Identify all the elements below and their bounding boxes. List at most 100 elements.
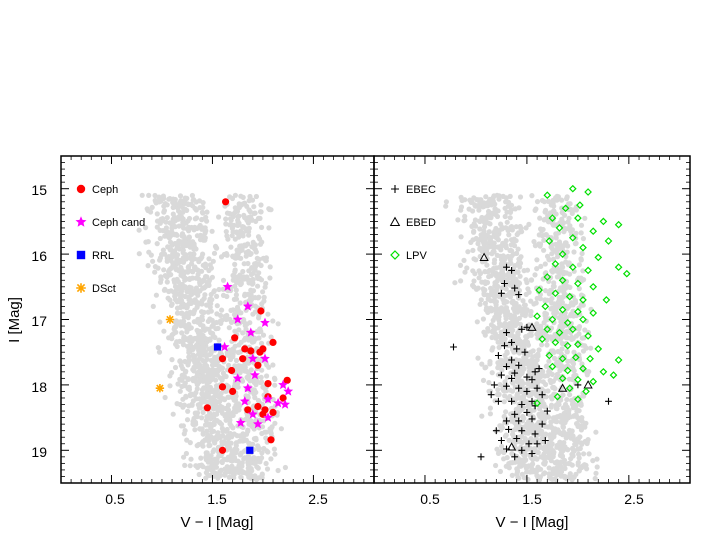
background-star-point — [225, 236, 231, 242]
background-star-point — [525, 286, 531, 292]
background-star-point — [559, 449, 565, 455]
background-star-point — [581, 277, 587, 283]
background-star-point — [171, 289, 177, 295]
background-star-point — [214, 303, 220, 309]
legend-label-lpv: LPV — [406, 250, 427, 262]
background-star-point — [542, 423, 548, 429]
background-star-point — [462, 269, 468, 275]
background-star-point — [567, 223, 573, 229]
legend-label-rrl: RRL — [92, 250, 114, 262]
background-star-point — [173, 318, 179, 324]
background-star-point — [555, 427, 561, 433]
background-star-point — [515, 269, 521, 275]
legend-symbol-ebed — [389, 216, 401, 227]
background-star-point — [175, 279, 181, 285]
background-star-point — [551, 280, 557, 286]
background-star-point — [524, 469, 530, 475]
background-star-point — [541, 217, 547, 223]
background-star-point — [197, 288, 203, 294]
background-star-point — [575, 462, 581, 468]
background-star-point — [179, 267, 185, 273]
background-star-point — [523, 291, 529, 297]
background-star-point — [480, 239, 486, 245]
background-star-point — [221, 456, 227, 462]
background-star-point — [524, 334, 530, 340]
background-star-point — [186, 354, 192, 360]
right-x-tick-label: 0.5 — [420, 491, 440, 507]
background-star-point — [246, 207, 252, 213]
ceph-data-point — [269, 408, 277, 416]
background-star-point — [145, 239, 151, 245]
background-star-point — [232, 328, 238, 334]
background-star-point — [527, 412, 533, 418]
background-star-point — [536, 419, 542, 425]
lpv-data-point — [558, 276, 567, 285]
background-star-point — [527, 389, 533, 396]
background-star-point — [192, 256, 198, 262]
background-star-point — [191, 422, 197, 428]
background-star-point — [504, 349, 510, 355]
background-star-point — [537, 215, 543, 221]
background-star-point — [243, 253, 249, 259]
background-star-point — [208, 291, 214, 298]
lpv-data-point — [579, 243, 587, 252]
background-star-point — [182, 374, 188, 380]
background-star-point — [507, 321, 513, 327]
ebec-data-point — [508, 267, 515, 274]
background-star-point — [166, 288, 172, 295]
background-star-point — [526, 362, 532, 368]
background-star-point — [489, 334, 495, 341]
background-star-point — [220, 439, 226, 445]
background-star-point — [545, 213, 551, 219]
legend-symbol-ceph-cand — [75, 216, 87, 227]
background-star-point — [235, 274, 241, 280]
background-star-point — [551, 208, 557, 214]
background-star-point — [172, 324, 178, 330]
background-star-point — [230, 253, 236, 259]
background-star-point — [207, 297, 213, 303]
background-star-point — [502, 320, 508, 327]
background-star-point — [464, 265, 470, 271]
background-star-point — [251, 391, 257, 397]
background-star-point — [216, 453, 222, 459]
background-star-point — [170, 199, 176, 206]
background-star-point — [212, 367, 218, 373]
ebec-data-point — [508, 397, 515, 405]
background-star-point — [164, 258, 170, 264]
background-star-point — [227, 211, 233, 217]
background-star-point — [540, 416, 547, 422]
background-star-point — [256, 425, 262, 431]
background-star-point — [531, 407, 537, 413]
background-star-point — [501, 399, 507, 405]
lpv-data-point — [594, 253, 603, 262]
background-star-point — [528, 382, 534, 388]
background-star-point — [238, 243, 244, 249]
background-star-point — [149, 204, 155, 210]
ceph-cand-data-point — [247, 353, 258, 363]
background-star-point — [234, 247, 240, 253]
background-star-point — [198, 333, 204, 339]
background-star-point — [538, 323, 544, 329]
background-star-point — [495, 325, 501, 331]
background-star-point — [568, 475, 574, 482]
ceph-cand-data-point — [239, 396, 250, 406]
background-star-point — [564, 196, 570, 202]
background-star-point — [559, 197, 565, 203]
background-star-point — [509, 451, 515, 457]
background-star-point — [170, 204, 176, 211]
background-star-point — [186, 228, 192, 234]
background-star-point — [154, 211, 160, 217]
background-star-point — [579, 418, 585, 424]
ceph-data-point — [254, 402, 262, 411]
background-star-point — [581, 462, 588, 468]
background-star-point — [503, 356, 509, 362]
lpv-data-point — [574, 279, 582, 288]
background-star-point — [526, 221, 532, 227]
background-star-point — [476, 275, 482, 281]
ebec-data-point — [518, 446, 526, 454]
background-star-point — [465, 249, 471, 255]
lpv-data-point — [553, 392, 562, 401]
background-star-point — [179, 259, 186, 265]
background-star-point — [235, 213, 241, 219]
background-star-point — [551, 349, 557, 355]
